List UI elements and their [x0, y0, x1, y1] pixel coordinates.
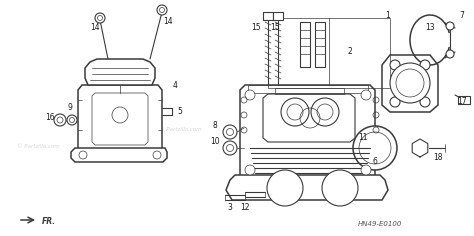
Text: © Partzilla.com: © Partzilla.com	[159, 127, 201, 132]
Circle shape	[153, 151, 161, 159]
Circle shape	[420, 97, 430, 107]
Circle shape	[281, 98, 309, 126]
Text: 2: 2	[347, 47, 352, 56]
Circle shape	[67, 115, 77, 125]
Circle shape	[390, 97, 400, 107]
Circle shape	[311, 98, 339, 126]
Circle shape	[390, 63, 430, 103]
Text: FR.: FR.	[42, 218, 56, 227]
Polygon shape	[78, 85, 162, 152]
Bar	[300, 22, 310, 67]
Circle shape	[267, 170, 303, 206]
Text: 14: 14	[163, 17, 173, 26]
Polygon shape	[412, 139, 428, 157]
Polygon shape	[240, 85, 375, 180]
Polygon shape	[263, 94, 355, 142]
Text: 6: 6	[373, 157, 377, 167]
Text: 4: 4	[173, 81, 177, 90]
Text: 16: 16	[45, 114, 55, 122]
Circle shape	[420, 60, 430, 70]
Text: 8: 8	[213, 122, 218, 131]
Circle shape	[446, 50, 454, 58]
Circle shape	[361, 90, 371, 100]
Polygon shape	[226, 175, 388, 200]
Circle shape	[245, 90, 255, 100]
Text: 9: 9	[68, 104, 73, 113]
Bar	[315, 22, 325, 67]
Circle shape	[223, 141, 237, 155]
Circle shape	[353, 126, 397, 170]
Circle shape	[157, 5, 167, 15]
Circle shape	[446, 22, 454, 30]
Circle shape	[245, 165, 255, 175]
Text: 18: 18	[433, 153, 443, 163]
Circle shape	[223, 125, 237, 139]
Text: 12: 12	[240, 203, 250, 212]
Circle shape	[322, 170, 358, 206]
Text: 3: 3	[228, 203, 232, 212]
Text: © Partzilla.com: © Partzilla.com	[17, 144, 59, 149]
Circle shape	[390, 60, 400, 70]
Text: 10: 10	[210, 138, 220, 147]
Circle shape	[95, 13, 105, 23]
Text: 14: 14	[90, 24, 100, 33]
Text: 15: 15	[270, 24, 280, 33]
Text: 1: 1	[386, 12, 391, 21]
Text: 7: 7	[460, 12, 465, 21]
Circle shape	[361, 165, 371, 175]
Bar	[263, 12, 273, 20]
Circle shape	[79, 151, 87, 159]
Text: 11: 11	[358, 134, 368, 143]
Text: 15: 15	[251, 24, 261, 33]
Text: © Partzilla.com: © Partzilla.com	[301, 127, 344, 132]
Bar	[273, 12, 283, 20]
Polygon shape	[382, 55, 438, 112]
Polygon shape	[85, 59, 155, 85]
Text: 17: 17	[457, 97, 467, 106]
Circle shape	[54, 114, 66, 126]
Text: 13: 13	[425, 24, 435, 33]
Bar	[458, 96, 470, 104]
Text: HN49-E0100: HN49-E0100	[358, 221, 402, 227]
Text: 5: 5	[178, 108, 182, 117]
Polygon shape	[71, 148, 167, 162]
